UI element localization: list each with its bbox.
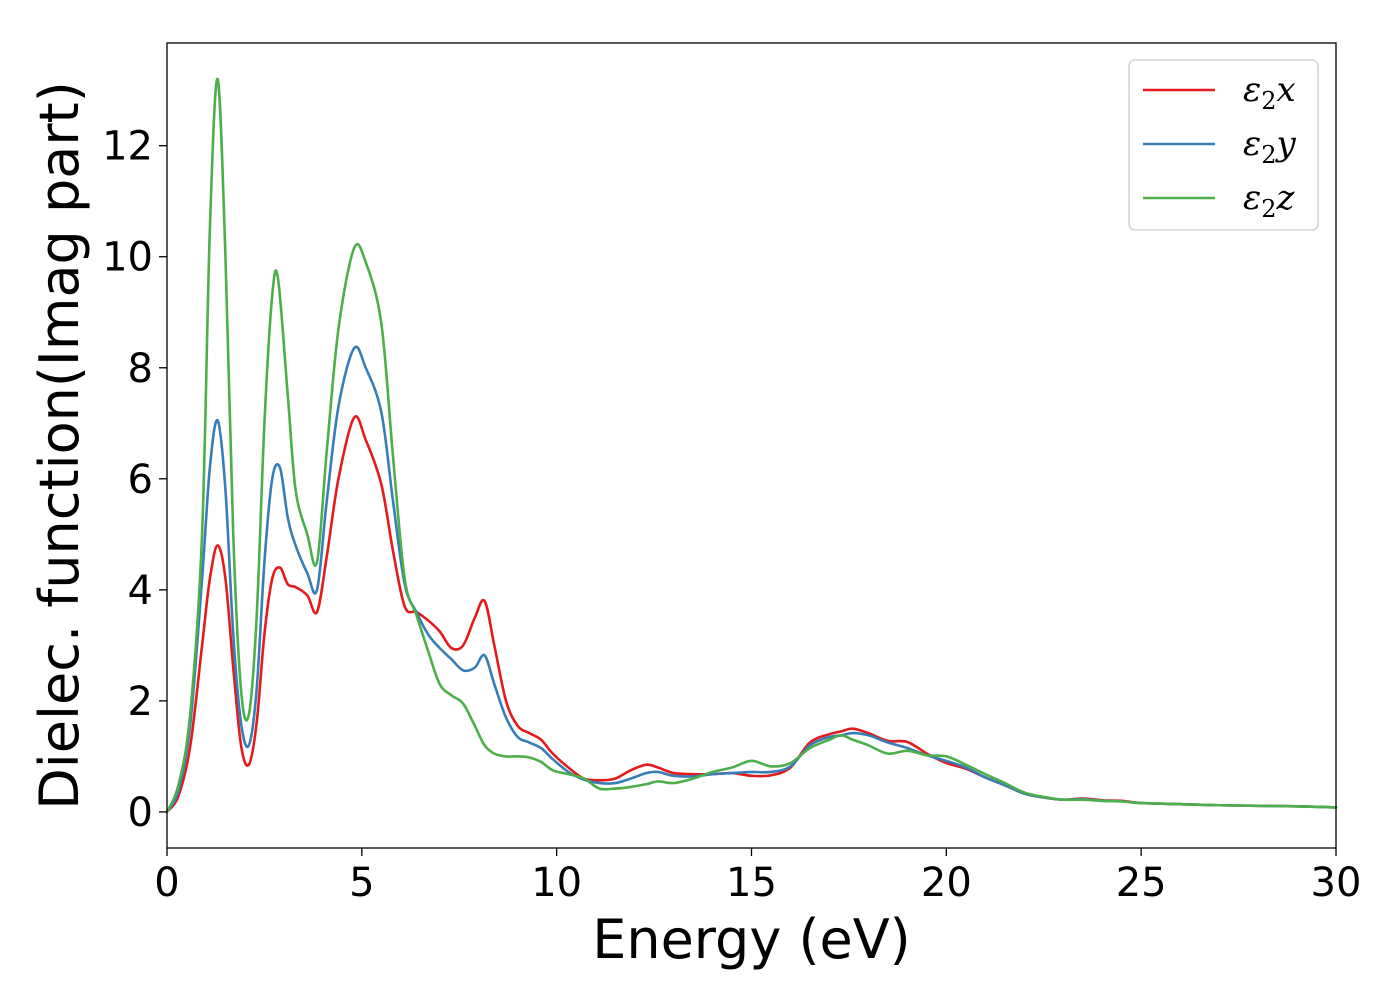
x-tick-label: 5	[349, 860, 374, 906]
legend-label-z: ε2z	[1243, 178, 1296, 223]
x-axis-title: Energy (eV)	[592, 908, 911, 971]
series-line-z	[165, 77, 1338, 814]
x-tick-label: 0	[154, 860, 179, 906]
series-line-y	[165, 345, 1338, 814]
x-tick-label: 30	[1311, 860, 1362, 906]
y-axis: 0 2 4 6 8 10 12	[102, 124, 167, 836]
legend-box	[1128, 59, 1319, 231]
y-tick-label: 0	[128, 790, 153, 836]
x-tick-label: 10	[531, 860, 582, 906]
legend-label-x: ε2x	[1243, 70, 1296, 115]
y-tick-label: 12	[102, 124, 153, 170]
x-tick-label: 25	[1116, 860, 1167, 906]
x-axis: 0 5 10 15 20 25 30	[154, 848, 1361, 906]
y-tick-label: 8	[128, 346, 153, 392]
y-tick-label: 4	[128, 568, 153, 614]
y-tick-label: 2	[128, 679, 153, 725]
x-tick-label: 20	[921, 860, 972, 906]
series-layer	[165, 77, 1338, 814]
y-tick-label: 6	[128, 457, 153, 503]
y-tick-label: 10	[102, 235, 153, 281]
legend-label-y: ε2y	[1243, 124, 1297, 169]
y-axis-title: Dielec. function(Imag part)	[28, 81, 91, 810]
x-tick-label: 15	[726, 860, 777, 906]
legend: ε2x ε2y ε2z	[1128, 59, 1319, 231]
